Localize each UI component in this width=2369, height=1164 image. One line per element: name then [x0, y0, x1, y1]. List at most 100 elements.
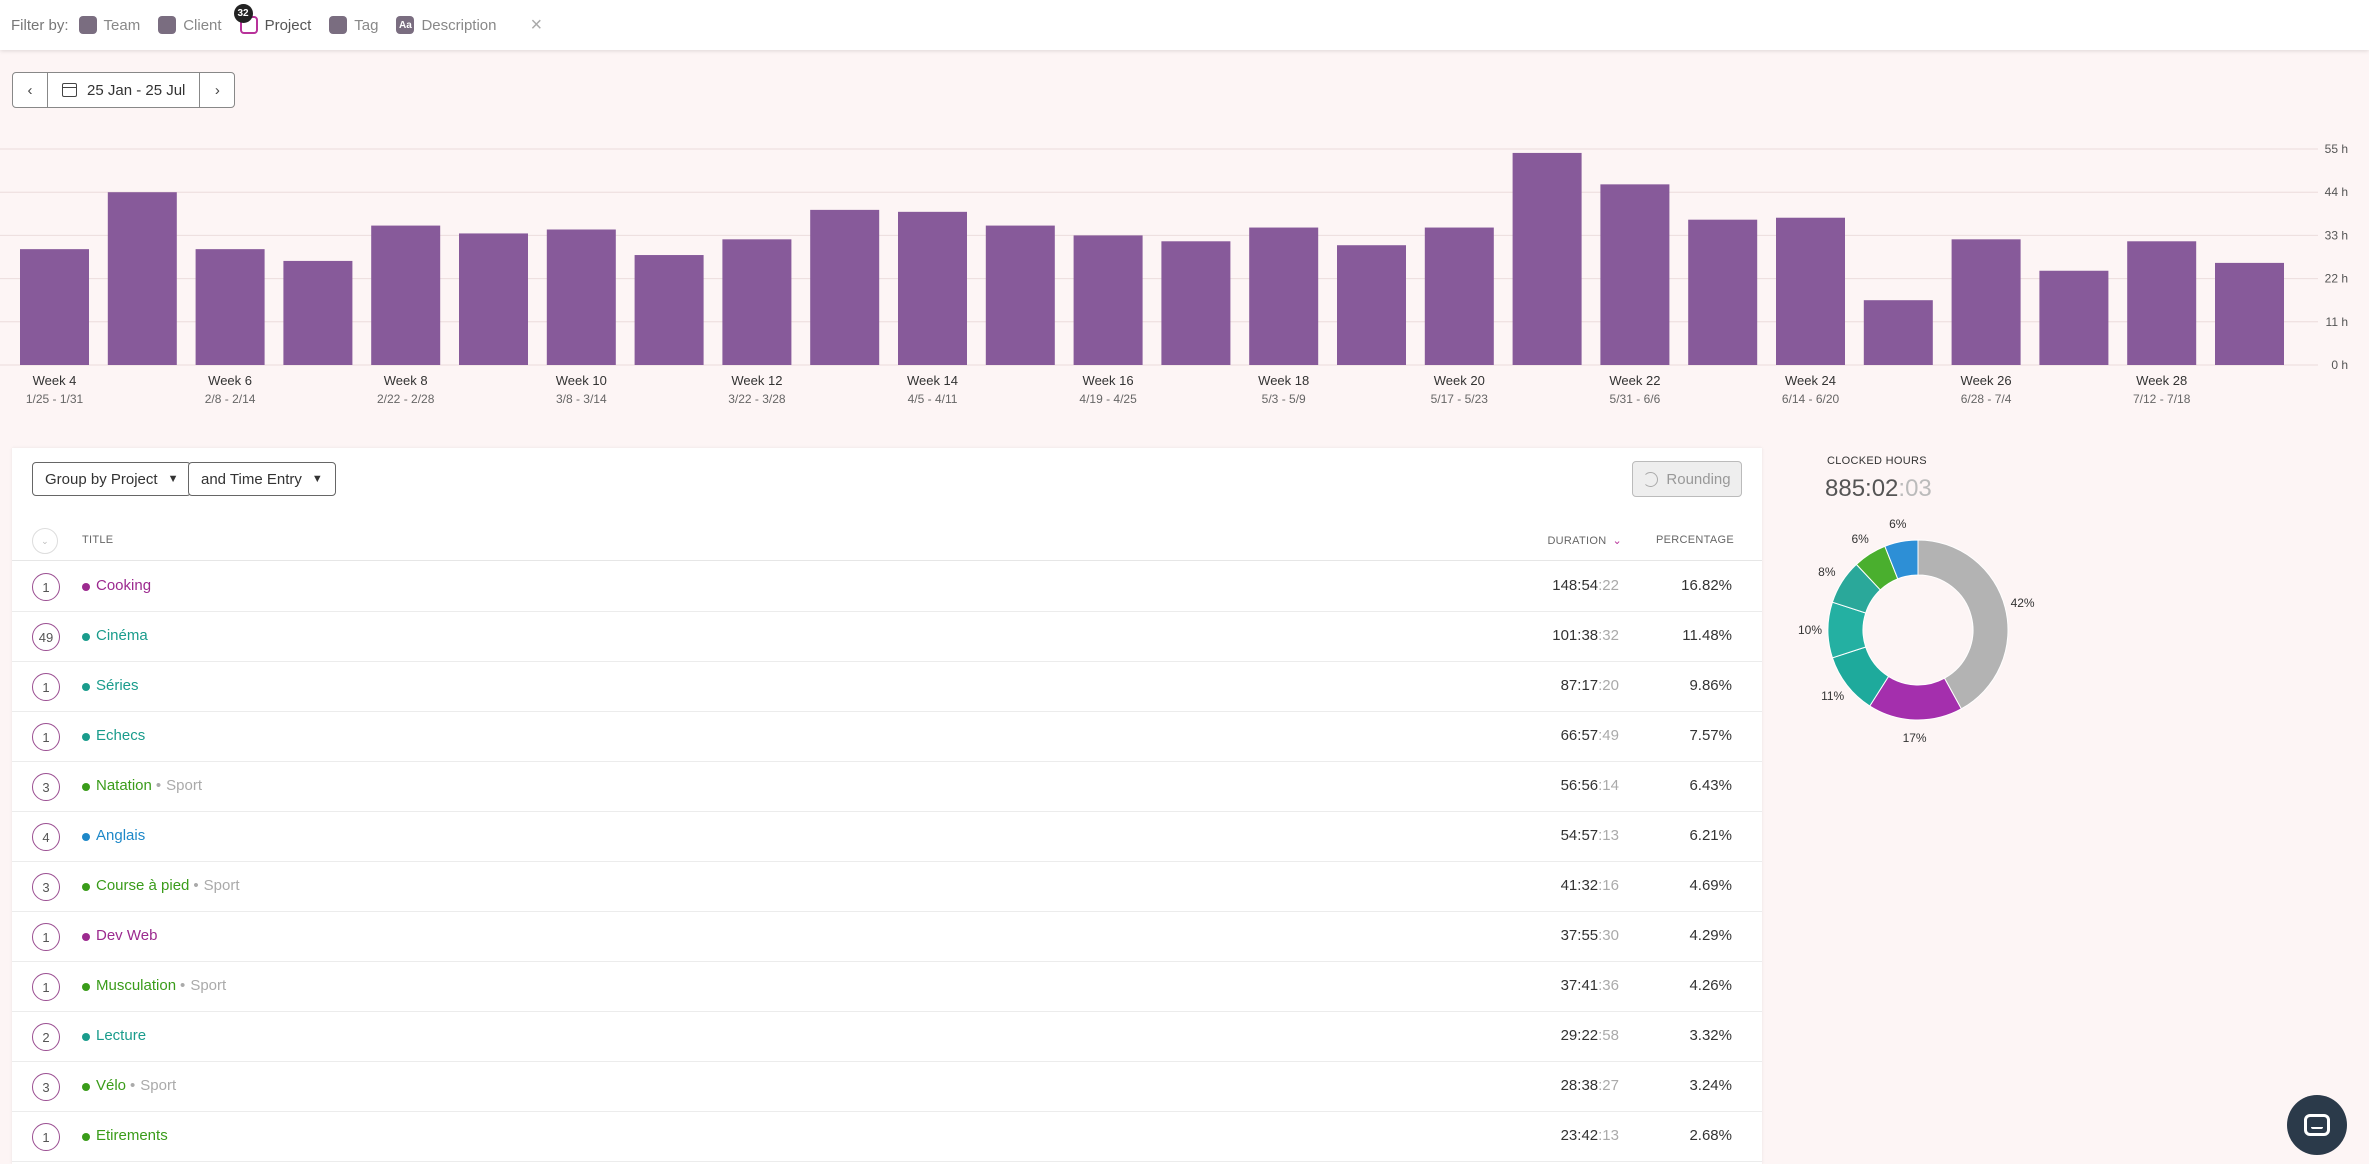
filter-team[interactable]: Team: [78, 16, 141, 34]
weekly-hours-bar-chart: 0 h 11 h 22 h 33 h 44 h 55 h Week 4 1/25 - 1/31…: [0, 142, 2348, 406]
project-name[interactable]: Echecs: [96, 727, 145, 744]
project-color-dot: [82, 733, 90, 741]
filter-client[interactable]: Client: [158, 16, 222, 34]
table-row[interactable]: 1 Etirements 23:42:13 2.68%: [12, 1111, 1762, 1162]
entry-count-badge[interactable]: 1: [32, 973, 60, 1001]
next-period-button[interactable]: ›: [214, 81, 220, 99]
chart-bar: [1776, 217, 1845, 365]
percentage-column-header[interactable]: PERCENTAGE: [1656, 534, 1734, 546]
chart-bar: [722, 239, 792, 365]
project-name-label: Lecture: [96, 1027, 147, 1044]
project-color-dot: [82, 983, 90, 991]
donut-slice[interactable]: [1917, 539, 2009, 710]
title-column-header[interactable]: TITLE: [82, 534, 114, 546]
x-tick-date-range: 3/8 - 3/14: [556, 392, 607, 406]
project-name-label: Cooking: [96, 577, 152, 594]
duration-value: 101:38:32: [1552, 627, 1619, 644]
project-name[interactable]: MusculationSport: [96, 977, 226, 994]
percentage-value: 9.86%: [1689, 677, 1732, 694]
project-name[interactable]: Anglais: [96, 827, 145, 844]
project-name[interactable]: Dev Web: [96, 927, 157, 944]
table-row[interactable]: 1 Dev Web 37:55:30 4.29%: [12, 911, 1762, 962]
chart-bar: [1512, 152, 1582, 365]
project-color-dot: [82, 683, 90, 691]
entry-count-badge[interactable]: 1: [32, 923, 60, 951]
close-icon[interactable]: ×: [530, 13, 543, 36]
description-icon: Aa: [396, 16, 415, 34]
project-color-dot: [82, 783, 90, 791]
duration-seconds: :30: [1598, 927, 1619, 944]
entry-count-badge[interactable]: 2: [32, 1023, 60, 1051]
chart-bar: [2039, 270, 2109, 365]
donut-slice[interactable]: [1884, 539, 1919, 580]
x-tick-date-range: 4/5 - 4/11: [908, 392, 958, 406]
y-tick-label: 22 h: [2325, 272, 2348, 286]
table-row[interactable]: 1 Echecs 66:57:49 7.57%: [12, 711, 1762, 762]
project-name[interactable]: NatationSport: [96, 777, 202, 794]
project-name[interactable]: Séries: [96, 677, 139, 694]
table-row[interactable]: 1 MusculationSport 37:41:36 4.26%: [12, 961, 1762, 1012]
entry-count-badge[interactable]: 49: [32, 623, 60, 651]
percentage-value: 6.21%: [1689, 827, 1732, 844]
then-by-select[interactable]: and Time Entry ▼: [188, 462, 336, 496]
chart-bar: [1161, 241, 1231, 365]
entry-count-badge[interactable]: 4: [32, 823, 60, 851]
filter-project[interactable]: 32 Project: [233, 4, 311, 34]
chevron-down-icon: ▼: [167, 473, 179, 485]
table-row[interactable]: 2 Lecture 29:22:58 3.32%: [12, 1011, 1762, 1062]
rounding-label: Rounding: [1666, 470, 1731, 488]
project-name[interactable]: Lecture: [96, 1027, 146, 1044]
table-row[interactable]: 3 VéloSport 28:38:27 3.24%: [12, 1061, 1762, 1112]
entry-count-badge[interactable]: 3: [32, 1073, 60, 1101]
then-by-label: and Time Entry: [201, 470, 302, 488]
entry-count-badge[interactable]: 1: [32, 1123, 60, 1151]
duration-seconds: :36: [1598, 977, 1619, 994]
entry-count-badge[interactable]: 1: [32, 573, 60, 601]
duration-column-header[interactable]: DURATION ⌄: [1547, 534, 1622, 547]
entry-count-badge[interactable]: 3: [32, 773, 60, 801]
group-by-select[interactable]: Group by Project ▼: [32, 462, 192, 496]
donut-slice-label: 11%: [1821, 689, 1844, 703]
chart-bar: [20, 249, 89, 365]
table-row[interactable]: 3 Course à piedSport 41:32:16 4.69%: [12, 861, 1762, 912]
client-name: Sport: [130, 1077, 176, 1094]
x-tick-date-range: 7/12 - 7/18: [2133, 392, 2191, 406]
table-row[interactable]: 4 Anglais 54:57:13 6.21%: [12, 811, 1762, 862]
chart-bar: [1688, 219, 1758, 365]
rounding-button[interactable]: Rounding: [1632, 461, 1742, 497]
date-range-button[interactable]: 25 Jan - 25 Jul: [47, 73, 201, 107]
client-name: Sport: [156, 777, 202, 794]
entry-count-badge[interactable]: 1: [32, 673, 60, 701]
project-color-dot: [82, 1133, 90, 1141]
project-name[interactable]: VéloSport: [96, 1077, 176, 1094]
entry-count-badge[interactable]: 1: [32, 723, 60, 751]
chart-bar: [107, 192, 177, 365]
project-name[interactable]: Course à piedSport: [96, 877, 240, 894]
duration-seconds: :13: [1598, 827, 1619, 844]
duration-value: 66:57:49: [1561, 727, 1619, 744]
project-name[interactable]: Cooking: [96, 577, 151, 594]
entry-count-badge[interactable]: 3: [32, 873, 60, 901]
rounding-icon: [1643, 471, 1659, 487]
filter-description[interactable]: Aa Description: [396, 16, 496, 34]
expand-all-toggle[interactable]: ⌄: [32, 528, 58, 554]
date-range-picker: ‹ 25 Jan - 25 Jul ›: [12, 72, 236, 108]
filter-tag[interactable]: Tag: [329, 16, 378, 34]
previous-period-button[interactable]: ‹: [27, 81, 33, 99]
percentage-value: 4.26%: [1689, 977, 1732, 994]
chart-bar: [1337, 245, 1406, 365]
chat-launcher-button[interactable]: [2287, 1095, 2347, 1155]
project-name[interactable]: Cinéma: [96, 627, 148, 644]
duration-main: 54:57: [1560, 827, 1599, 844]
chart-bar: [2127, 241, 2197, 365]
table-row[interactable]: 49 Cinéma 101:38:32 11.48%: [12, 611, 1762, 662]
table-row[interactable]: 3 NatationSport 56:56:14 6.43%: [12, 761, 1762, 812]
table-row[interactable]: 1 Cooking 148:54:22 16.82%: [12, 561, 1762, 612]
filter-team-label: Team: [103, 16, 141, 34]
x-tick-label: Week 12: [731, 373, 782, 388]
project-name-label: Dev Web: [96, 927, 158, 944]
x-tick-date-range: 6/14 - 6/20: [1782, 392, 1840, 406]
clocked-hours-label: CLOCKED HOURS: [1827, 455, 1927, 467]
project-name[interactable]: Etirements: [96, 1127, 168, 1144]
table-row[interactable]: 1 Séries 87:17:20 9.86%: [12, 661, 1762, 712]
